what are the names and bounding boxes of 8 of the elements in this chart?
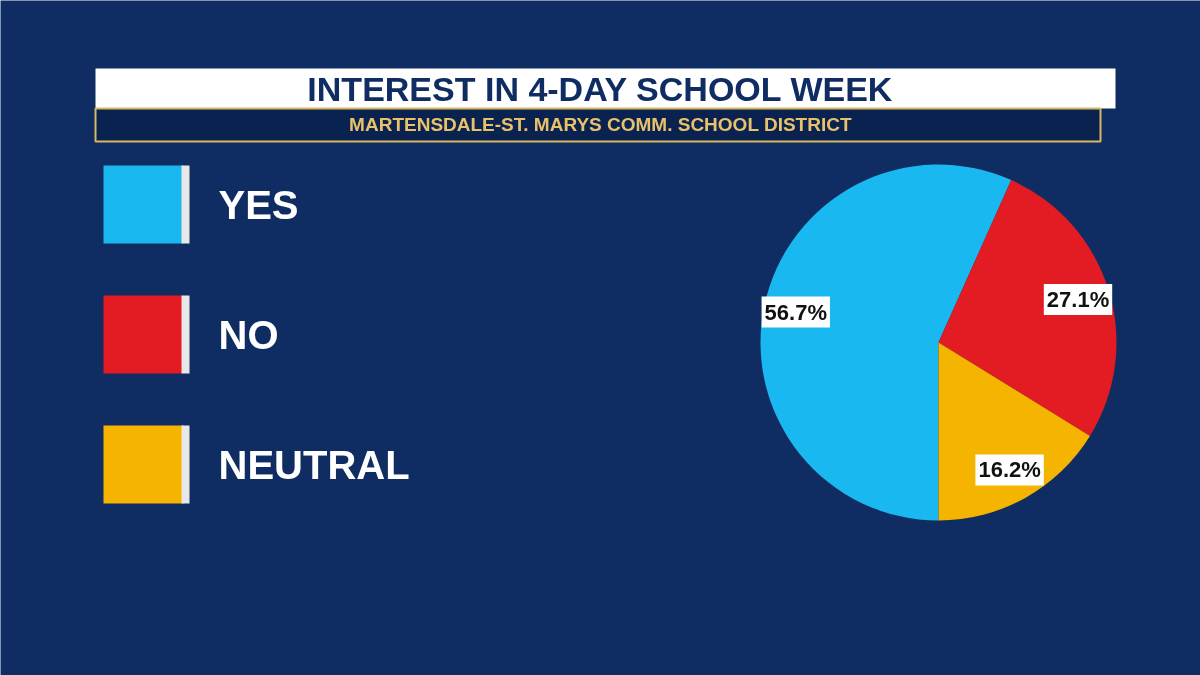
legend-label: YES <box>218 182 299 227</box>
legend-label: NO <box>218 312 279 357</box>
legend-label: NEUTRAL <box>218 442 410 487</box>
data-label: 27.1% <box>1046 287 1110 313</box>
data-label: 56.7% <box>764 299 827 325</box>
data-label: 16.2% <box>978 457 1041 483</box>
chart-subtitle: MARTENSDALE-ST. MARYS COMM. SCHOOL DISTRICT <box>349 114 852 135</box>
chart-title: INTEREST IN 4-DAY SCHOOL WEEK <box>307 69 893 108</box>
